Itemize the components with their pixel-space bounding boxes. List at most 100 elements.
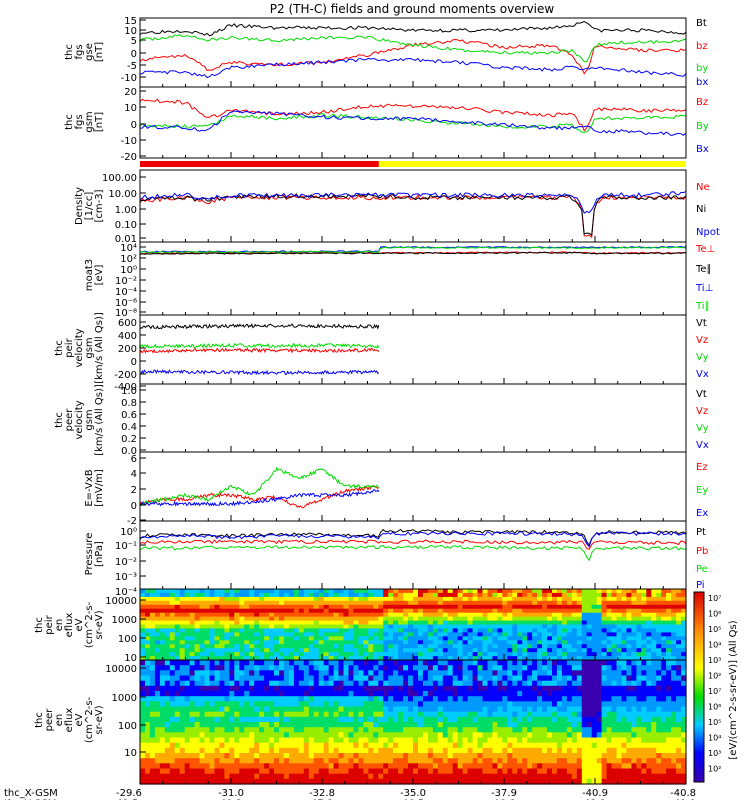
spectrogram-cell [452,665,459,671]
spectrogram-cell [666,685,672,692]
spectrogram-cell [462,691,469,697]
spectrogram-cell [631,648,637,653]
spectrogram-cell [636,747,642,754]
spectrogram-cell [145,596,151,602]
spectrogram-cell [532,711,538,718]
spectrogram-cell [408,727,414,733]
spectrogram-cell [626,660,632,666]
spectrogram-cell [442,722,449,728]
spectrogram-cell [140,648,146,653]
spectrogram-cell [145,670,151,677]
spectrogram-cell [442,778,449,785]
spectrogram-cell [482,768,489,775]
spectrogram-cell [487,747,494,754]
spectrogram-cell [537,616,543,622]
spectrogram-cell [492,660,498,666]
spectrogram-cell [502,768,508,775]
spectrogram-cell [427,632,434,637]
spectrogram-cell [388,742,394,749]
spectrogram-cell [204,773,211,780]
spectrogram-cell [244,628,250,633]
spectrogram-cell [229,644,235,649]
spectrogram-cell [681,628,687,633]
spectrogram-cell [467,644,474,649]
spectrogram-cell [537,600,543,606]
spectrogram-cell [566,616,573,622]
spectrogram-cell [442,685,449,692]
spectrogram-cell [616,656,623,661]
y-tick-label: 100 [118,634,137,645]
spectrogram-cell [646,596,652,602]
spectrogram-cell [388,685,394,692]
spectrogram-cell [398,685,404,692]
spectrogram-cell [552,596,558,602]
spectrogram-cell [596,644,603,649]
spectrogram-cell [308,685,315,692]
spectrogram-cell [656,732,662,739]
spectrogram-cell [641,778,647,785]
spectrogram-cell [145,648,151,653]
spectrogram-cell [552,589,558,594]
spectrogram-cell [388,778,394,785]
y-tick-label: 10 [124,103,137,114]
spectrogram-cell [164,628,171,633]
spectrogram-cell [259,660,265,666]
spectrogram-cell [239,675,245,682]
spectrogram-cell [269,628,275,633]
spectrogram-cell [651,670,657,677]
spectrogram-cell [671,620,677,626]
spectrogram-cell [666,589,672,594]
spectrogram-cell [179,600,186,606]
spectrogram-cell [164,675,171,682]
spectrogram-cell [462,727,469,733]
spectrogram-cell [164,600,171,606]
spectrogram-cell [413,747,419,754]
spectrogram-cell [328,758,335,764]
spectrogram-cell [283,696,290,702]
spectrogram-cell [239,596,245,602]
spectrogram-cell [353,652,359,657]
spectrogram-cell [403,706,409,713]
spectrogram-cell [363,652,369,657]
spectrogram-cell [383,680,389,687]
spectrogram-cell [457,592,464,598]
spectrogram-cell [348,670,355,677]
spectrogram-cell [259,596,265,602]
spectrogram-cell [408,624,414,629]
spectrogram-cell [303,675,310,682]
spectrogram-cell [651,592,657,598]
spectrogram-cell [601,624,608,629]
spectrogram-cell [229,592,235,598]
spectrogram-cell [259,763,265,770]
spectrogram-cell [631,624,637,629]
spectrogram-cell [606,620,613,626]
spectrogram-cell [204,640,211,645]
spectrogram-cell [298,737,305,744]
spectrogram-cell [239,691,245,697]
spectrogram-cell [487,758,494,764]
spectrogram-cell [437,656,444,661]
spectrogram-cell [323,696,330,702]
spectrogram-cell [636,778,642,785]
spectrogram-cell [249,656,255,661]
spectrogram-cell [214,696,221,702]
spectrogram-cell [189,608,196,614]
spectrogram-cell [313,592,320,598]
spectrogram-cell [447,652,454,657]
spectrogram-cell [571,722,578,728]
spectrogram-cell [249,592,255,598]
spectrogram-cell [239,636,245,641]
spectrogram-cell [517,778,523,785]
spectrogram-cell [313,628,320,633]
spectrogram-cell [164,753,171,759]
spectrogram-cell [343,652,350,657]
y-tick-label: 10⁻² [115,276,137,287]
spectrogram-cell [467,747,474,754]
spectrogram-cell [298,592,305,598]
spectrogram-cell [259,711,265,718]
spectrogram-cell [452,711,459,718]
spectrogram-cell [179,732,186,739]
spectrogram-cell [179,640,186,645]
spectrogram-cell [507,742,513,749]
spectrogram-cell [586,737,593,744]
